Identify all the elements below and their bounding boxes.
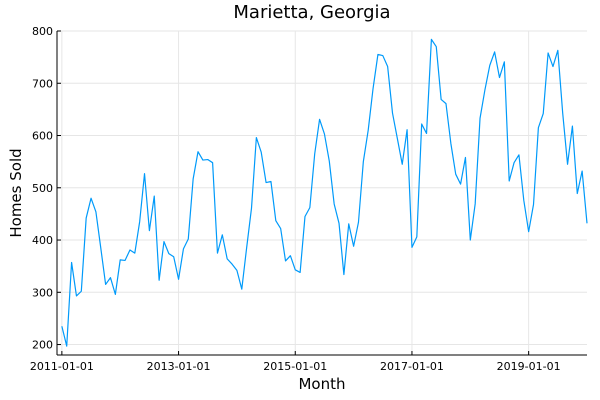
y-tick-label: 500	[32, 182, 53, 195]
axes	[56, 30, 587, 356]
y-tick-label: 200	[32, 339, 53, 352]
x-tick-label: 2019-01-01	[497, 360, 561, 373]
tick-labels: 200 300 400 500 600 700 800 2011-01-01 2013-01-0…	[30, 25, 561, 373]
grid-lines	[57, 30, 587, 355]
y-tick-label: 800	[32, 25, 53, 38]
x-tick-label: 2011-01-01	[30, 360, 94, 373]
y-axis-label: Homes Sold	[7, 148, 25, 237]
chart-title: Marietta, Georgia	[233, 2, 390, 23]
y-tick-label: 600	[32, 130, 53, 143]
y-tick-label: 300	[32, 286, 53, 299]
y-tick-label: 700	[32, 77, 53, 90]
series-layer	[61, 38, 588, 347]
x-tick-label: 2017-01-01	[380, 360, 444, 373]
x-axis-label: Month	[298, 375, 345, 393]
series-line	[61, 38, 588, 347]
x-tick-label: 2015-01-01	[263, 360, 327, 373]
y-tick-label: 400	[32, 234, 53, 247]
x-tick-label: 2013-01-01	[147, 360, 211, 373]
